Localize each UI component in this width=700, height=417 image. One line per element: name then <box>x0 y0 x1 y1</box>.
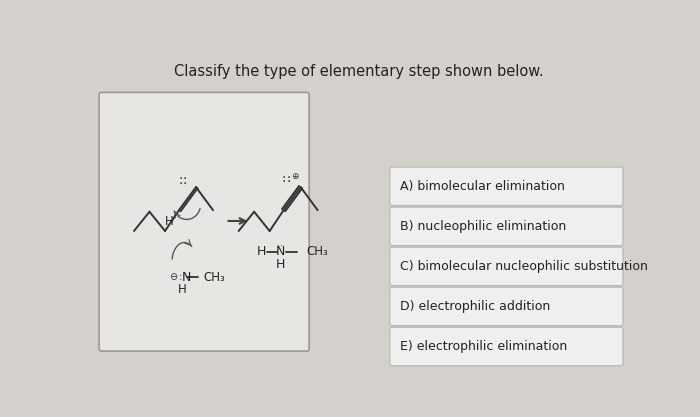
FancyBboxPatch shape <box>390 247 623 286</box>
FancyBboxPatch shape <box>390 287 623 326</box>
Text: ·: · <box>178 177 183 191</box>
Text: ·: · <box>183 177 188 191</box>
Text: ·: · <box>178 172 183 186</box>
Text: ⊕: ⊕ <box>290 172 298 181</box>
Text: ·: · <box>281 171 286 185</box>
Text: H: H <box>256 245 266 258</box>
Text: ·: · <box>286 176 290 189</box>
Text: H: H <box>276 258 285 271</box>
Text: ⊖: ⊖ <box>169 272 177 282</box>
Text: :: : <box>178 272 182 282</box>
FancyBboxPatch shape <box>390 327 623 366</box>
Text: ·: · <box>286 171 290 185</box>
Text: D) electrophilic addition: D) electrophilic addition <box>400 300 550 313</box>
Text: H: H <box>165 215 174 228</box>
Text: CH₃: CH₃ <box>306 245 328 258</box>
FancyBboxPatch shape <box>390 207 623 246</box>
Text: N: N <box>182 271 191 284</box>
Text: H: H <box>178 283 186 296</box>
Text: E) electrophilic elimination: E) electrophilic elimination <box>400 340 567 353</box>
Text: ·: · <box>183 172 188 186</box>
Text: Classify the type of elementary step shown below.: Classify the type of elementary step sho… <box>174 64 544 79</box>
Text: ··: ·· <box>277 241 284 251</box>
Text: N: N <box>276 245 285 258</box>
FancyBboxPatch shape <box>99 93 309 351</box>
Text: ·: · <box>281 176 286 189</box>
Text: CH₃: CH₃ <box>204 271 225 284</box>
Text: A) bimolecular elimination: A) bimolecular elimination <box>400 180 565 193</box>
Text: C) bimolecular nucleophilic substitution: C) bimolecular nucleophilic substitution <box>400 260 648 273</box>
FancyBboxPatch shape <box>390 167 623 206</box>
Text: B) nucleophilic elimination: B) nucleophilic elimination <box>400 220 566 233</box>
